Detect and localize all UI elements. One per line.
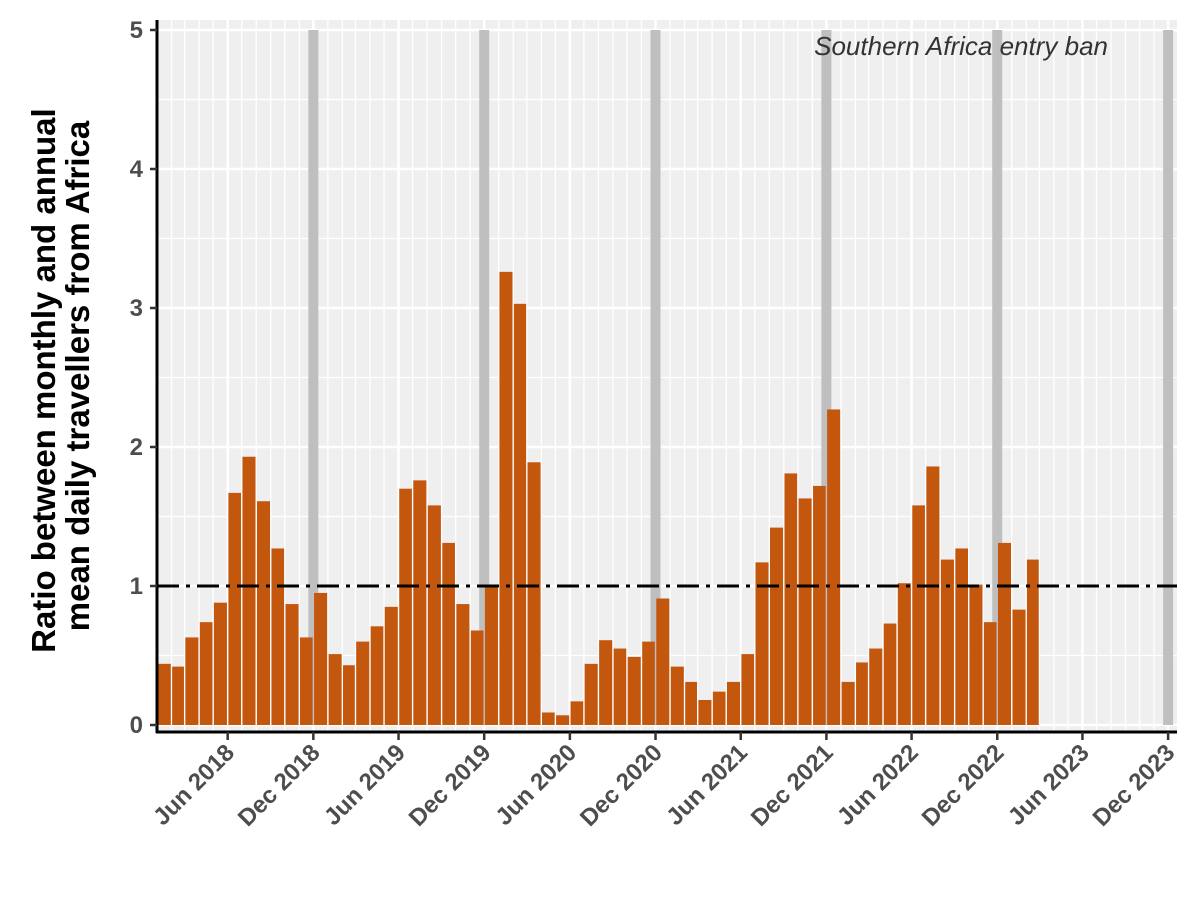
bar bbox=[841, 681, 855, 725]
bar bbox=[356, 641, 370, 725]
entry-ban-marker bbox=[1163, 30, 1174, 725]
bar bbox=[584, 663, 598, 725]
y-tick-label: 1 bbox=[130, 573, 143, 600]
bar bbox=[869, 648, 883, 725]
y-axis-ticks: 0 1 2 3 4 5 bbox=[130, 17, 157, 739]
x-tick-label: Dec 2021 bbox=[746, 739, 839, 832]
y-tick-label: 0 bbox=[130, 712, 143, 739]
bar bbox=[314, 592, 328, 725]
bar bbox=[172, 666, 184, 725]
bar bbox=[470, 630, 484, 725]
bar bbox=[185, 637, 199, 725]
bar bbox=[527, 462, 541, 725]
x-tick-label: Jun 2023 bbox=[1003, 739, 1095, 831]
bar bbox=[656, 598, 670, 725]
y-axis-title-line-1: Ratio between monthly and annual bbox=[25, 108, 62, 653]
bar bbox=[271, 548, 285, 725]
y-tick-label: 2 bbox=[130, 434, 143, 461]
bar bbox=[484, 584, 498, 725]
bar bbox=[570, 701, 584, 725]
bar bbox=[285, 604, 299, 725]
bar bbox=[798, 498, 812, 725]
bar bbox=[157, 663, 171, 725]
bar bbox=[726, 681, 741, 725]
entry-ban-marker bbox=[992, 30, 1003, 725]
y-tick-label: 4 bbox=[130, 156, 144, 183]
bar bbox=[199, 622, 213, 725]
bar bbox=[384, 606, 398, 725]
bar bbox=[983, 622, 997, 725]
bar bbox=[940, 559, 954, 725]
x-tick-label: Jun 2019 bbox=[319, 739, 411, 831]
bar bbox=[627, 656, 641, 725]
bar bbox=[856, 662, 868, 725]
bar bbox=[784, 473, 798, 725]
bar bbox=[399, 488, 412, 725]
bar bbox=[542, 712, 555, 725]
bar bbox=[642, 641, 655, 725]
bar bbox=[969, 584, 983, 725]
bar bbox=[755, 562, 769, 725]
axes bbox=[155, 20, 1177, 734]
bar bbox=[997, 542, 1012, 725]
bar bbox=[613, 648, 627, 725]
x-tick-label: Dec 2022 bbox=[917, 739, 1010, 832]
annotation-southern-africa-entry-ban: Southern Africa entry ban bbox=[814, 31, 1108, 61]
bar bbox=[698, 699, 712, 725]
bar bbox=[427, 505, 441, 725]
bar bbox=[883, 623, 897, 725]
bar bbox=[770, 527, 784, 725]
bar bbox=[513, 303, 527, 725]
bar bbox=[897, 583, 911, 725]
entry-ban-marker bbox=[821, 30, 832, 725]
bar bbox=[813, 485, 826, 725]
x-tick-label: Dec 2020 bbox=[575, 739, 668, 832]
x-tick-label: Jun 2018 bbox=[148, 739, 240, 831]
bar bbox=[499, 271, 513, 725]
bar bbox=[328, 654, 342, 725]
x-tick-label: Jun 2020 bbox=[490, 739, 582, 831]
bar bbox=[556, 715, 570, 725]
x-tick-label: Dec 2023 bbox=[1088, 739, 1181, 832]
y-axis-title-line-2: mean daily travellers from Africa bbox=[59, 120, 96, 631]
bar bbox=[442, 542, 455, 725]
bar bbox=[256, 501, 271, 725]
bar bbox=[670, 666, 684, 725]
bar bbox=[926, 466, 940, 725]
x-tick-label: Jun 2021 bbox=[661, 739, 753, 831]
bar bbox=[343, 665, 355, 725]
bar bbox=[1026, 559, 1039, 725]
y-axis-title: Ratio between monthly and annual mean da… bbox=[25, 99, 96, 653]
entry-ban-marker bbox=[308, 30, 319, 725]
entry-ban-marker bbox=[479, 30, 490, 725]
y-tick-label: 5 bbox=[130, 17, 143, 44]
entry-ban-marker bbox=[650, 30, 661, 725]
bar bbox=[228, 492, 242, 725]
bar bbox=[599, 640, 613, 725]
bar bbox=[456, 604, 470, 725]
bar bbox=[741, 654, 755, 725]
bar bbox=[242, 456, 256, 725]
bar bbox=[912, 505, 925, 725]
entry-ban-markers bbox=[308, 30, 1174, 725]
bar bbox=[413, 480, 427, 725]
bars bbox=[157, 271, 1039, 725]
y-tick-label: 3 bbox=[130, 295, 143, 322]
bar bbox=[300, 637, 313, 725]
bar bbox=[1012, 609, 1026, 725]
bar bbox=[213, 602, 227, 725]
x-tick-label: Jun 2022 bbox=[832, 739, 924, 831]
x-tick-label: Dec 2019 bbox=[404, 739, 497, 832]
bar bbox=[370, 626, 384, 725]
bar bbox=[712, 691, 726, 725]
bar bbox=[685, 681, 698, 725]
bar bbox=[955, 548, 968, 725]
x-tick-label: Dec 2018 bbox=[233, 739, 326, 832]
bar bbox=[827, 409, 841, 725]
